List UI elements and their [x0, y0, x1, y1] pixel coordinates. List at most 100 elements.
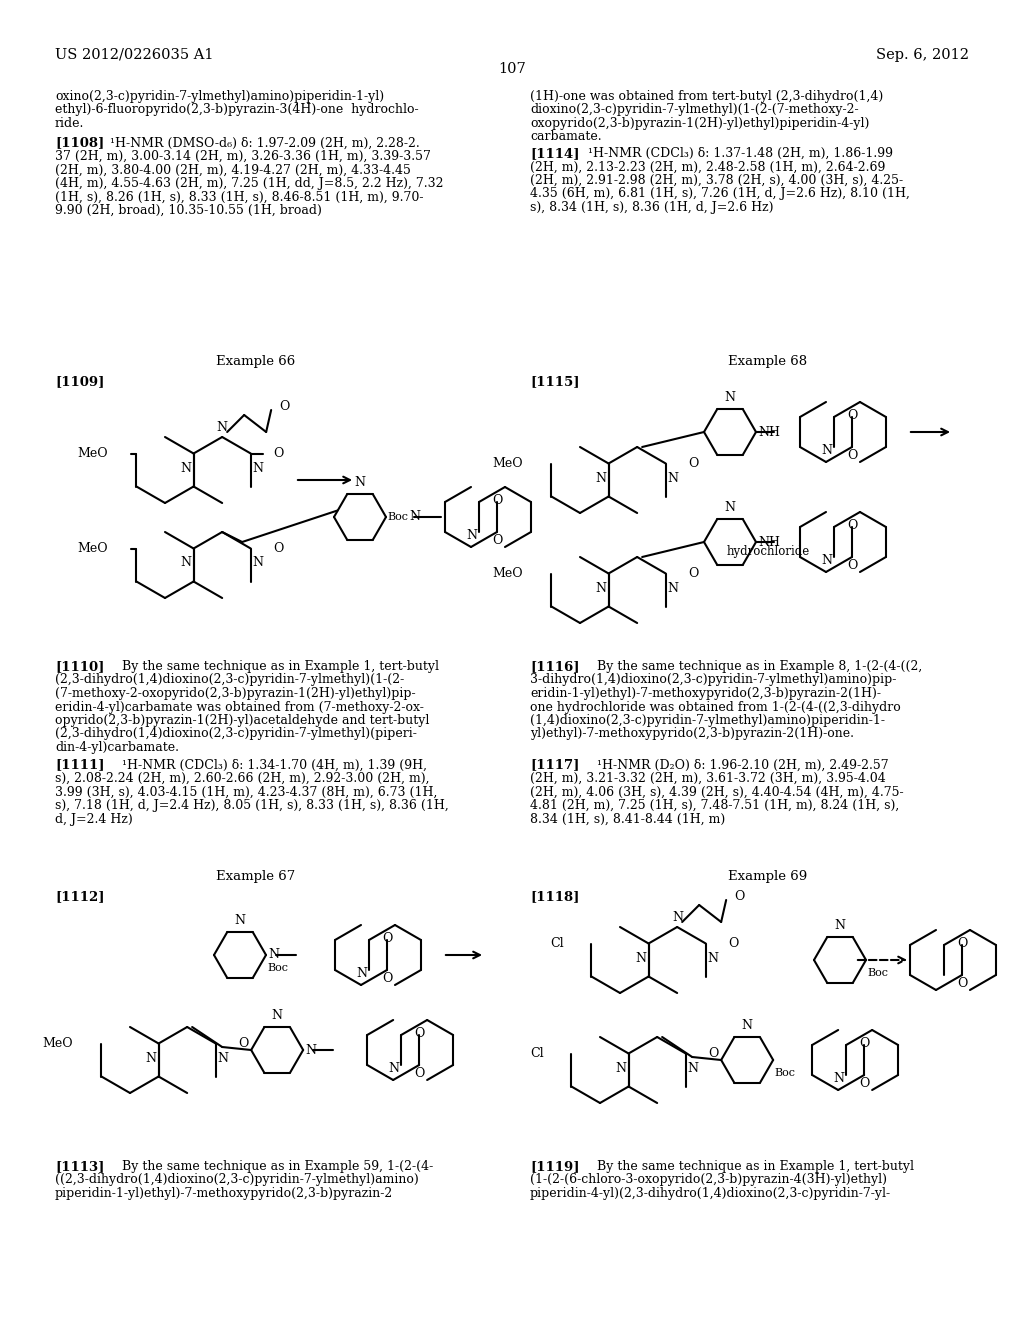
Text: N: N: [180, 462, 191, 474]
Text: By the same technique as in Example 59, 1-(2-(4-: By the same technique as in Example 59, …: [110, 1160, 433, 1173]
Text: O: O: [273, 543, 284, 554]
Text: O: O: [280, 400, 290, 413]
Text: MeO: MeO: [78, 447, 109, 459]
Text: Example 67: Example 67: [216, 870, 296, 883]
Text: 3.99 (3H, s), 4.03-4.15 (1H, m), 4.23-4.37 (8H, m), 6.73 (1H,: 3.99 (3H, s), 4.03-4.15 (1H, m), 4.23-4.…: [55, 785, 437, 799]
Text: (2H, m), 4.06 (3H, s), 4.39 (2H, s), 4.40-4.54 (4H, m), 4.75-: (2H, m), 4.06 (3H, s), 4.39 (2H, s), 4.4…: [530, 785, 903, 799]
Text: O: O: [859, 1077, 869, 1090]
Text: N: N: [725, 502, 735, 513]
Text: Example 68: Example 68: [728, 355, 808, 368]
Text: Boc: Boc: [267, 964, 289, 973]
Text: opyrido(2,3-b)pyrazin-1(2H)-yl)acetaldehyde and tert-butyl: opyrido(2,3-b)pyrazin-1(2H)-yl)acetaldeh…: [55, 714, 429, 727]
Text: O: O: [492, 494, 502, 507]
Text: MeO: MeO: [493, 457, 523, 470]
Text: N: N: [688, 1061, 698, 1074]
Text: N: N: [615, 1061, 627, 1074]
Text: oxopyrido(2,3-b)pyrazin-1(2H)-yl)ethyl)piperidin-4-yl): oxopyrido(2,3-b)pyrazin-1(2H)-yl)ethyl)p…: [530, 117, 869, 129]
Text: O: O: [847, 449, 857, 462]
Text: O: O: [728, 937, 738, 950]
Text: [1108]: [1108]: [55, 136, 104, 149]
Text: O: O: [734, 891, 744, 903]
Text: dioxino(2,3-c)pyridin-7-ylmethyl)(1-(2-(7-methoxy-2-: dioxino(2,3-c)pyridin-7-ylmethyl)(1-(2-(…: [530, 103, 859, 116]
Text: (2H, m), 2.91-2.98 (2H, m), 3.78 (2H, s), 4.00 (3H, s), 4.25-: (2H, m), 2.91-2.98 (2H, m), 3.78 (2H, s)…: [530, 174, 903, 187]
Text: O: O: [847, 558, 857, 572]
Text: N: N: [596, 582, 606, 594]
Text: [1119]: [1119]: [530, 1160, 580, 1173]
Text: N: N: [145, 1052, 157, 1064]
Text: Cl: Cl: [529, 1047, 544, 1060]
Text: N: N: [409, 511, 420, 524]
Text: O: O: [847, 519, 857, 532]
Text: din-4-yl)carbamate.: din-4-yl)carbamate.: [55, 741, 179, 754]
Text: (4H, m), 4.55-4.63 (2H, m), 7.25 (1H, dd, J=8.5, 2.2 Hz), 7.32: (4H, m), 4.55-4.63 (2H, m), 7.25 (1H, dd…: [55, 177, 443, 190]
Text: O: O: [956, 977, 968, 990]
Text: piperidin-4-yl)(2,3-dihydro(1,4)dioxino(2,3-c)pyridin-7-yl-: piperidin-4-yl)(2,3-dihydro(1,4)dioxino(…: [530, 1187, 891, 1200]
Text: O: O: [239, 1038, 249, 1049]
Text: 37 (2H, m), 3.00-3.14 (2H, m), 3.26-3.36 (1H, m), 3.39-3.57: 37 (2H, m), 3.00-3.14 (2H, m), 3.26-3.36…: [55, 150, 431, 162]
Text: N: N: [821, 554, 831, 568]
Text: [1115]: [1115]: [530, 375, 580, 388]
Text: O: O: [956, 937, 968, 950]
Text: (2H, m), 3.21-3.32 (2H, m), 3.61-3.72 (3H, m), 3.95-4.04: (2H, m), 3.21-3.32 (2H, m), 3.61-3.72 (3…: [530, 772, 886, 785]
Text: O: O: [382, 932, 392, 945]
Text: (2,3-dihydro(1,4)dioxino(2,3-c)pyridin-7-ylmethyl)(piperi-: (2,3-dihydro(1,4)dioxino(2,3-c)pyridin-7…: [55, 727, 417, 741]
Text: s), 8.34 (1H, s), 8.36 (1H, d, J=2.6 Hz): s), 8.34 (1H, s), 8.36 (1H, d, J=2.6 Hz): [530, 201, 773, 214]
Text: O: O: [382, 972, 392, 985]
Text: By the same technique as in Example 8, 1-(2-(4-((2,: By the same technique as in Example 8, 1…: [585, 660, 923, 673]
Text: O: O: [273, 447, 284, 459]
Text: (2H, m), 2.13-2.23 (2H, m), 2.48-2.58 (1H, m), 2.64-2.69: (2H, m), 2.13-2.23 (2H, m), 2.48-2.58 (1…: [530, 161, 886, 173]
Text: d, J=2.4 Hz): d, J=2.4 Hz): [55, 813, 133, 825]
Text: one hydrochloride was obtained from 1-(2-(4-((2,3-dihydro: one hydrochloride was obtained from 1-(2…: [530, 701, 901, 714]
Text: N: N: [725, 391, 735, 404]
Text: Sep. 6, 2012: Sep. 6, 2012: [876, 48, 969, 62]
Text: N: N: [217, 421, 227, 434]
Text: N: N: [668, 471, 679, 484]
Text: N: N: [271, 1008, 283, 1022]
Text: s), 7.18 (1H, d, J=2.4 Hz), 8.05 (1H, s), 8.33 (1H, s), 8.36 (1H,: s), 7.18 (1H, d, J=2.4 Hz), 8.05 (1H, s)…: [55, 799, 449, 812]
Text: N: N: [253, 557, 264, 569]
Text: N: N: [218, 1052, 228, 1064]
Text: N: N: [234, 913, 246, 927]
Text: O: O: [414, 1027, 424, 1040]
Text: [1113]: [1113]: [55, 1160, 104, 1173]
Text: N: N: [180, 557, 191, 569]
Text: 3-dihydro(1,4)dioxino(2,3-c)pyridin-7-ylmethyl)amino)pip-: 3-dihydro(1,4)dioxino(2,3-c)pyridin-7-yl…: [530, 673, 896, 686]
Text: ride.: ride.: [55, 117, 84, 129]
Text: O: O: [847, 409, 857, 422]
Text: O: O: [414, 1067, 424, 1080]
Text: [1118]: [1118]: [530, 890, 580, 903]
Text: [1117]: [1117]: [530, 759, 580, 771]
Text: N: N: [268, 949, 279, 961]
Text: yl)ethyl)-7-methoxypyrido(2,3-b)pyrazin-2(1H)-one.: yl)ethyl)-7-methoxypyrido(2,3-b)pyrazin-…: [530, 727, 854, 741]
Text: N: N: [356, 968, 367, 979]
Text: By the same technique as in Example 1, tert-butyl: By the same technique as in Example 1, t…: [585, 1160, 914, 1173]
Text: N: N: [668, 582, 679, 594]
Text: Cl: Cl: [550, 937, 563, 950]
Text: [1110]: [1110]: [55, 660, 104, 673]
Text: O: O: [859, 1038, 869, 1049]
Text: N: N: [636, 952, 646, 965]
Text: O: O: [688, 568, 698, 579]
Text: N: N: [253, 462, 264, 474]
Text: 8.34 (1H, s), 8.41-8.44 (1H, m): 8.34 (1H, s), 8.41-8.44 (1H, m): [530, 813, 725, 825]
Text: ((2,3-dihydro(1,4)dioxino(2,3-c)pyridin-7-ylmethyl)amino): ((2,3-dihydro(1,4)dioxino(2,3-c)pyridin-…: [55, 1173, 419, 1187]
Text: [1114]: [1114]: [530, 147, 580, 160]
Text: 4.81 (2H, m), 7.25 (1H, s), 7.48-7.51 (1H, m), 8.24 (1H, s),: 4.81 (2H, m), 7.25 (1H, s), 7.48-7.51 (1…: [530, 799, 899, 812]
Text: N: N: [835, 919, 846, 932]
Text: (1H, s), 8.26 (1H, s), 8.33 (1H, s), 8.46-8.51 (1H, m), 9.70-: (1H, s), 8.26 (1H, s), 8.33 (1H, s), 8.4…: [55, 190, 424, 203]
Text: O: O: [688, 457, 698, 470]
Text: N: N: [821, 444, 831, 457]
Text: O: O: [709, 1047, 719, 1060]
Text: carbamate.: carbamate.: [530, 131, 602, 144]
Text: US 2012/0226035 A1: US 2012/0226035 A1: [55, 48, 213, 62]
Text: N: N: [305, 1044, 316, 1056]
Text: (1-(2-(6-chloro-3-oxopyrido(2,3-b)pyrazin-4(3H)-yl)ethyl): (1-(2-(6-chloro-3-oxopyrido(2,3-b)pyrazi…: [530, 1173, 887, 1187]
Text: [1109]: [1109]: [55, 375, 104, 388]
Text: MeO: MeO: [78, 543, 109, 554]
Text: s), 2.08-2.24 (2H, m), 2.60-2.66 (2H, m), 2.92-3.00 (2H, m),: s), 2.08-2.24 (2H, m), 2.60-2.66 (2H, m)…: [55, 772, 429, 785]
Text: (1,4)dioxino(2,3-c)pyridin-7-ylmethyl)amino)piperidin-1-: (1,4)dioxino(2,3-c)pyridin-7-ylmethyl)am…: [530, 714, 885, 727]
Text: [1116]: [1116]: [530, 660, 580, 673]
Text: piperidin-1-yl)ethyl)-7-methoxypyrido(2,3-b)pyrazin-2: piperidin-1-yl)ethyl)-7-methoxypyrido(2,…: [55, 1187, 393, 1200]
Text: eridin-4-yl)carbamate was obtained from (7-methoxy-2-ox-: eridin-4-yl)carbamate was obtained from …: [55, 701, 424, 714]
Text: ¹H-NMR (DMSO-d₆) δ: 1.97-2.09 (2H, m), 2.28-2.: ¹H-NMR (DMSO-d₆) δ: 1.97-2.09 (2H, m), 2…: [110, 136, 420, 149]
